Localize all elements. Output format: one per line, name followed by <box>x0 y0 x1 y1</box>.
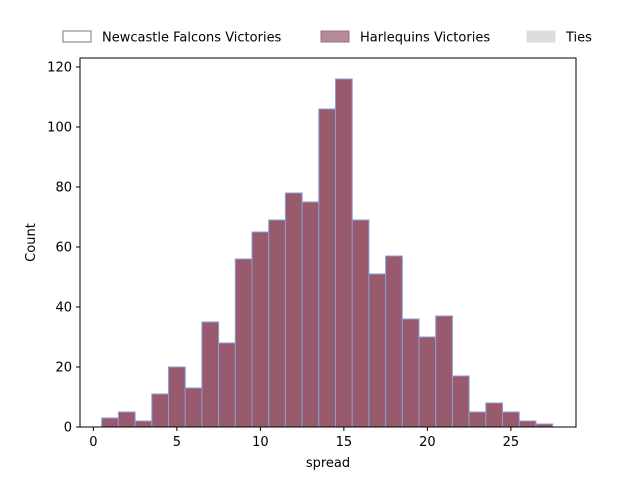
histogram-bar <box>485 402 504 428</box>
legend-swatch <box>62 30 92 43</box>
y-tick-label: 120 <box>47 61 72 76</box>
legend-item: Ties <box>526 30 592 46</box>
x-axis-ticks: 0 5 10 15 20 25 <box>89 427 519 450</box>
histogram-bar <box>318 108 337 428</box>
histogram-bar <box>151 393 170 428</box>
x-tick-label: 25 <box>503 435 520 450</box>
histogram-bar <box>301 201 320 428</box>
histogram-bar <box>401 318 420 428</box>
histogram-bar <box>435 315 453 428</box>
histogram-bar <box>218 342 236 428</box>
histogram-bar <box>184 387 203 428</box>
histogram-bar <box>101 417 119 428</box>
histogram-bar <box>201 321 220 428</box>
histogram-bar <box>134 420 153 428</box>
histogram-bar <box>268 219 286 428</box>
histogram-bar <box>351 219 370 428</box>
histogram-bar <box>368 273 387 428</box>
y-axis-ticks: 0 20 40 60 80 100 120 <box>47 61 80 436</box>
y-axis-label: Count <box>24 223 39 262</box>
y-tick-label: 40 <box>55 301 72 316</box>
legend-item: Harlequins Victories <box>320 30 490 46</box>
y-tick-label: 0 <box>64 421 72 436</box>
y-tick-label: 60 <box>55 241 72 256</box>
legend-label: Newcastle Falcons Victories <box>102 31 282 46</box>
legend-item: Newcastle Falcons Victories <box>62 30 282 46</box>
histogram-bar <box>117 411 136 428</box>
y-tick-label: 20 <box>55 361 72 376</box>
x-tick-label: 5 <box>173 435 181 450</box>
histogram-bar <box>418 336 437 428</box>
histogram-bar <box>251 231 270 428</box>
bars-group <box>101 78 554 428</box>
x-tick-label: 20 <box>419 435 436 450</box>
x-axis-label: spread <box>306 456 350 471</box>
histogram-bar <box>451 375 470 428</box>
y-tick-label: 100 <box>47 121 72 136</box>
plot-frame <box>79 57 577 428</box>
legend-swatch <box>320 30 350 43</box>
legend: Newcastle Falcons Victories Harlequins Vi… <box>62 30 592 46</box>
histogram-bar <box>234 258 253 428</box>
x-tick-label: 0 <box>89 435 97 450</box>
histogram-bar <box>335 78 353 428</box>
x-tick-label: 15 <box>336 435 353 450</box>
histogram-bar <box>168 366 186 428</box>
histogram-bar <box>502 411 520 428</box>
histogram-bar <box>518 420 537 428</box>
x-tick-label: 10 <box>252 435 269 450</box>
y-tick-label: 80 <box>55 181 72 196</box>
histogram-bar <box>468 411 487 428</box>
legend-label: Ties <box>565 31 592 46</box>
histogram-bar <box>284 192 303 428</box>
histogram-bar <box>385 255 403 428</box>
legend-swatch <box>526 30 556 43</box>
legend-label: Harlequins Victories <box>360 31 490 46</box>
